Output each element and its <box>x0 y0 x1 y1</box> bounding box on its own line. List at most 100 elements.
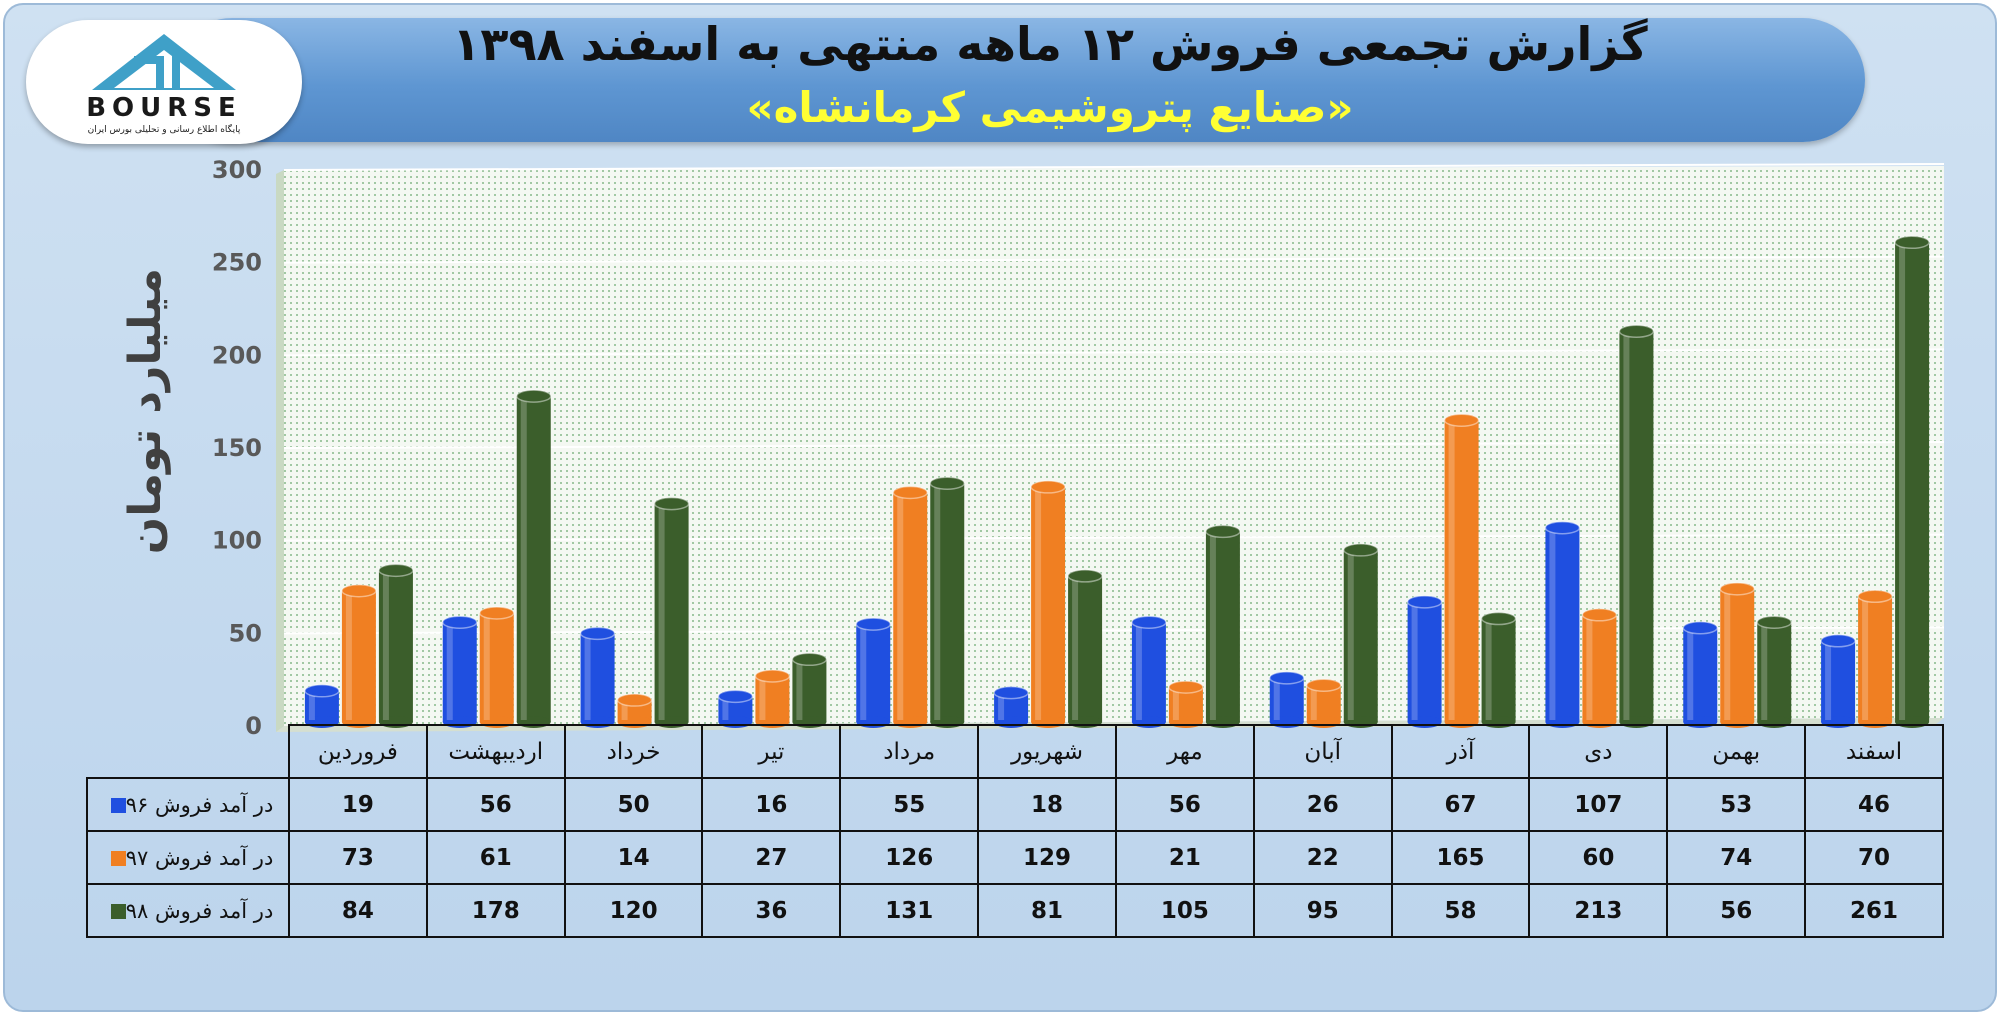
bar-body <box>580 633 615 722</box>
bar-top <box>1719 582 1755 596</box>
y-tick-label: 250 <box>212 249 262 277</box>
legend-label: در آمد فروش ۹۶ <box>125 792 274 817</box>
bar-body <box>1343 549 1378 722</box>
bar-body <box>516 396 551 722</box>
bar-body <box>1757 622 1792 722</box>
bar-highlight <box>382 570 389 720</box>
bar-top <box>1030 480 1066 494</box>
bar-top <box>653 496 690 511</box>
bar <box>304 684 340 728</box>
bar <box>1131 615 1167 728</box>
gridline <box>283 626 1945 635</box>
bar-body <box>1619 331 1654 722</box>
value-cell: 120 <box>563 883 704 938</box>
category-label: تیر <box>701 724 842 779</box>
value-cell: 107 <box>1528 777 1669 832</box>
bar <box>1443 413 1480 728</box>
bar-highlight <box>934 483 941 720</box>
bar-top <box>1131 615 1167 629</box>
bar-body <box>654 503 689 722</box>
bar-body <box>341 590 376 722</box>
legend-label: در آمد فروش ۹۷ <box>125 845 274 870</box>
bar-highlight <box>1761 622 1768 720</box>
bar <box>1343 543 1379 728</box>
bar-highlight <box>722 696 729 720</box>
bar-highlight <box>1724 588 1731 720</box>
bar-top <box>1205 524 1241 539</box>
bar-top <box>1269 671 1305 685</box>
bar-top <box>1067 569 1103 583</box>
category-label: آبان <box>1252 724 1393 779</box>
bar-highlight <box>446 622 453 720</box>
y-axis-ticks: 0 50 100 150 200 250 300 <box>212 156 262 740</box>
gridline <box>283 533 1945 542</box>
y-tick-label: 100 <box>212 527 262 555</box>
bar-top <box>1306 678 1342 692</box>
data-table: فروردین اردیبهشت خرداد تیر مرداد شهریور مهر آبا… <box>86 724 1944 938</box>
bar-top <box>1756 615 1792 629</box>
bar-top <box>1618 324 1655 338</box>
value-cell: 26 <box>1252 777 1393 832</box>
value-cell: 56 <box>1114 777 1255 832</box>
bar <box>616 693 653 728</box>
bar-highlight <box>1687 627 1694 720</box>
bar-top <box>754 669 791 683</box>
bar-body <box>1444 420 1479 722</box>
bar-top <box>579 626 616 641</box>
legend-label: در آمد فروش ۹۸ <box>125 898 274 923</box>
bar-top <box>1857 589 1893 604</box>
bar-body <box>1306 685 1341 722</box>
bar-top <box>1820 633 1856 648</box>
gridline <box>283 441 1945 449</box>
bar <box>791 652 828 728</box>
bar-body <box>1205 531 1240 722</box>
bar-body <box>893 492 928 722</box>
bar-top <box>378 563 414 578</box>
bar <box>1544 520 1581 728</box>
category-label: اسفند <box>1804 724 1944 779</box>
bar-top <box>1343 543 1379 557</box>
bar-top <box>855 617 891 631</box>
bar-highlight <box>1448 420 1455 720</box>
bar-body <box>1858 596 1893 722</box>
bar <box>579 626 616 728</box>
bar <box>1756 615 1792 728</box>
table-corner <box>87 725 289 778</box>
value-cell: 55 <box>839 777 980 832</box>
value-cell: 16 <box>701 777 842 832</box>
bar-top <box>516 389 552 403</box>
bar-highlight <box>860 624 867 720</box>
bar-body <box>1269 677 1304 722</box>
bar <box>754 669 791 728</box>
bar-highlight <box>345 590 352 720</box>
bar <box>378 563 414 728</box>
value-cell: 126 <box>839 830 980 885</box>
category-label: آذر <box>1390 724 1531 779</box>
bar-body <box>755 675 790 722</box>
legend-swatch-icon <box>110 904 126 919</box>
bar-highlight <box>1825 640 1832 720</box>
bar-top <box>341 583 377 598</box>
bar <box>892 485 928 728</box>
bar-highlight <box>1586 614 1593 720</box>
bar <box>1269 671 1305 728</box>
bar-highlight <box>584 633 591 720</box>
bar <box>1205 524 1241 728</box>
bar <box>1857 589 1893 728</box>
y-tick-label: 300 <box>212 156 262 184</box>
bar-top <box>616 693 653 707</box>
bar-body <box>1131 622 1166 722</box>
bar-highlight <box>1209 531 1216 720</box>
bar <box>1581 608 1618 728</box>
bar <box>1168 680 1204 728</box>
bar <box>1030 480 1066 728</box>
bar-body <box>1720 588 1755 722</box>
legend-swatch-icon <box>110 851 126 866</box>
chart-subtitle: «صنایع پتروشیمی کرمانشاه» <box>746 83 1354 132</box>
category-label: فروردین <box>288 724 428 779</box>
value-cell: 105 <box>1114 883 1255 938</box>
bar-highlight <box>1135 622 1142 720</box>
bar <box>1480 611 1517 728</box>
bar-body <box>1481 618 1516 722</box>
bar-body <box>1407 601 1442 722</box>
